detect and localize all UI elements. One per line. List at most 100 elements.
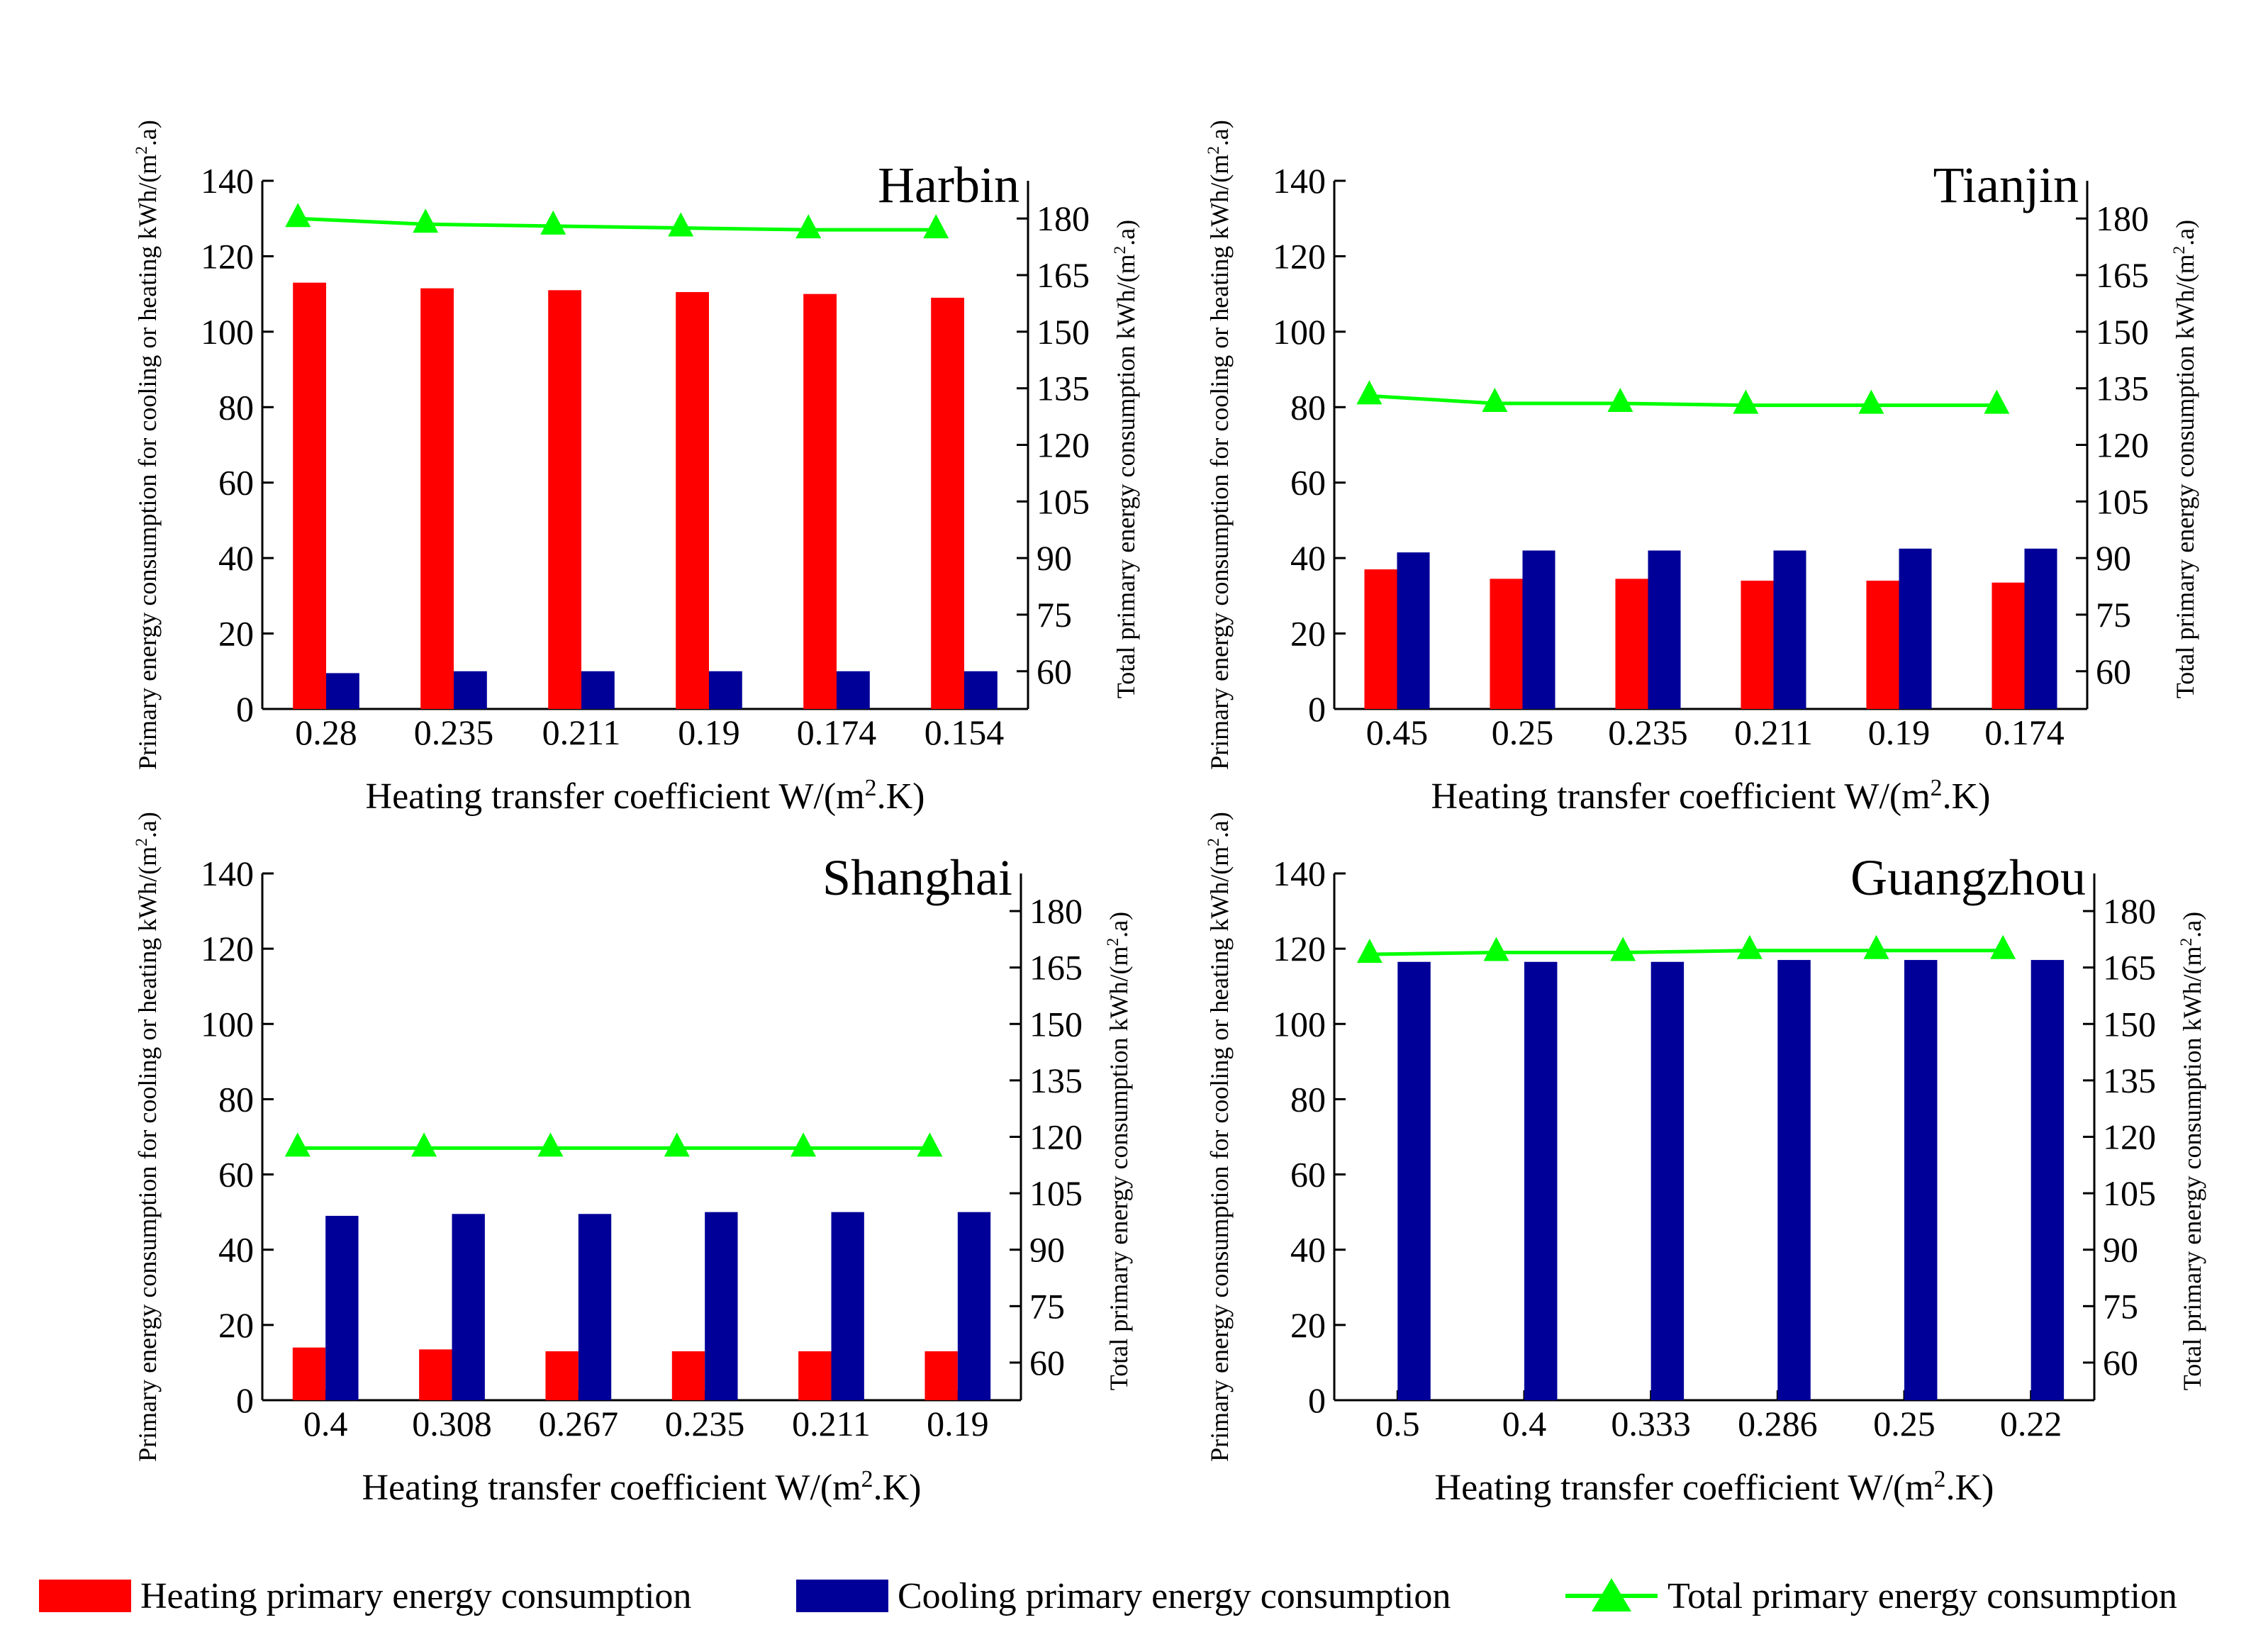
total-marker bbox=[664, 1132, 690, 1157]
y-tick-label: 120 bbox=[1273, 236, 1326, 276]
total-marker bbox=[413, 208, 439, 233]
heating-bar bbox=[671, 1351, 705, 1400]
total-marker bbox=[1733, 389, 1759, 414]
y-tick-label: 140 bbox=[201, 854, 254, 893]
y-tick-label: 60 bbox=[218, 463, 254, 503]
heating-bar bbox=[676, 291, 709, 709]
heating-bar bbox=[548, 290, 581, 710]
y2-tick-label: 105 bbox=[1029, 1173, 1083, 1213]
heating-bar bbox=[419, 1349, 452, 1400]
y-tick-label: 80 bbox=[218, 1079, 254, 1119]
x-tick-label: 0.45 bbox=[1366, 713, 1429, 752]
y-axis-label: Primary energy consumption for cooling o… bbox=[1205, 120, 1234, 770]
x-tick-label: 0.333 bbox=[1611, 1404, 1691, 1443]
y2-tick-label: 180 bbox=[2103, 891, 2156, 931]
y-axis-label: Primary energy consumption for cooling o… bbox=[133, 120, 162, 770]
y2-tick-label: 60 bbox=[2103, 1343, 2138, 1382]
total-marker bbox=[791, 1132, 817, 1157]
y-tick-label: 120 bbox=[1273, 929, 1326, 968]
total-line bbox=[1369, 393, 1997, 408]
y-axis-label: Primary energy consumption for cooling o… bbox=[1205, 812, 1234, 1462]
x-tick-label: 0.19 bbox=[678, 713, 740, 752]
total-marker bbox=[917, 1132, 943, 1157]
x-tick-label: 0.19 bbox=[927, 1404, 989, 1443]
cooling-bar bbox=[581, 671, 615, 709]
total-marker bbox=[1990, 934, 2016, 959]
y-tick-label: 100 bbox=[1273, 312, 1326, 352]
x-tick-label: 0.25 bbox=[1873, 1404, 1935, 1443]
chart-title: Shanghai bbox=[822, 849, 1012, 906]
y2-tick-label: 180 bbox=[1029, 891, 1083, 931]
total-marker bbox=[1736, 934, 1763, 959]
y2-tick-label: 135 bbox=[2096, 369, 2149, 408]
cooling-bar bbox=[452, 1214, 485, 1400]
total-line bbox=[1369, 949, 2004, 956]
cooling-bar bbox=[957, 1212, 991, 1400]
y-tick-label: 80 bbox=[1290, 1079, 1326, 1119]
heating-bar bbox=[1866, 581, 1899, 709]
y-tick-label: 140 bbox=[1273, 854, 1326, 893]
y2-tick-label: 75 bbox=[2096, 595, 2131, 635]
cooling-bar bbox=[325, 1215, 359, 1400]
y2-tick-label: 120 bbox=[2103, 1117, 2156, 1157]
x-tick-label: 0.22 bbox=[2000, 1404, 2062, 1443]
cooling-bar bbox=[1397, 552, 1430, 709]
cooling-bar bbox=[1524, 961, 1558, 1400]
y-axis-label: Primary energy consumption for cooling o… bbox=[133, 812, 162, 1462]
y2-tick-label: 150 bbox=[2096, 312, 2149, 352]
y-tick-label: 0 bbox=[1308, 689, 1326, 729]
y-tick-label: 20 bbox=[218, 614, 254, 654]
x-tick-label: 0.154 bbox=[924, 713, 1005, 752]
legend-total-marker bbox=[1592, 1578, 1631, 1611]
cooling-bar bbox=[578, 1214, 612, 1400]
y2-tick-label: 165 bbox=[2096, 255, 2149, 295]
heating-bar bbox=[1741, 581, 1774, 709]
cooling-bar bbox=[1397, 961, 1431, 1400]
y-tick-label: 120 bbox=[201, 236, 254, 276]
heating-bar bbox=[924, 1351, 958, 1400]
heating-bar bbox=[1992, 582, 2025, 709]
total-marker bbox=[540, 210, 566, 235]
heating-bar bbox=[1364, 569, 1397, 709]
x-axis-label: Heating transfer coefficient W/(m2.K) bbox=[366, 775, 925, 817]
heating-bar bbox=[1490, 579, 1523, 709]
heating-bar bbox=[293, 282, 326, 709]
y2-tick-label: 135 bbox=[2103, 1061, 2156, 1100]
chart-title: Harbin bbox=[878, 157, 1020, 213]
y-tick-label: 0 bbox=[1308, 1380, 1326, 1420]
cooling-bar bbox=[454, 671, 487, 709]
heating-bar bbox=[1615, 579, 1648, 709]
y2-tick-label: 90 bbox=[2103, 1230, 2138, 1270]
x-tick-label: 0.308 bbox=[412, 1404, 492, 1443]
x-tick-label: 0.5 bbox=[1375, 1404, 1420, 1443]
heating-bar bbox=[292, 1347, 326, 1400]
x-tick-label: 0.174 bbox=[797, 713, 877, 752]
y-tick-label: 20 bbox=[1290, 614, 1326, 654]
y2-tick-label: 165 bbox=[1029, 948, 1083, 988]
legend-cooling-label: Cooling primary energy consumption bbox=[898, 1576, 1451, 1616]
y2-tick-label: 75 bbox=[1037, 595, 1072, 635]
y2-tick-label: 105 bbox=[2096, 481, 2149, 521]
x-tick-label: 0.174 bbox=[1984, 713, 2065, 752]
x-tick-label: 0.235 bbox=[1608, 713, 1688, 752]
x-tick-label: 0.4 bbox=[303, 1404, 348, 1443]
x-tick-label: 0.235 bbox=[414, 713, 494, 752]
y2-tick-label: 60 bbox=[1029, 1343, 1065, 1382]
y2-tick-label: 150 bbox=[2103, 1004, 2156, 1044]
y2-tick-label: 90 bbox=[2096, 538, 2131, 578]
y2-tick-label: 105 bbox=[1037, 481, 1090, 521]
chart-tianjin: 0 20 40 60 80 100 120 140 60 75 90 105 120 135 150 165 1… bbox=[1205, 120, 2199, 817]
total-marker bbox=[537, 1132, 564, 1157]
total-marker bbox=[1863, 934, 1889, 959]
chart-shanghai: 0 20 40 60 80 100 120 140 60 75 90 105 120 135 150 165 1… bbox=[133, 812, 1133, 1508]
heating-bar bbox=[931, 297, 964, 709]
legend-heating-swatch bbox=[39, 1580, 131, 1612]
chart-harbin: 0 20 40 60 80 100 120 140 60 75 90 105 120 135 150 165 1… bbox=[133, 120, 1140, 817]
y-tick-label: 40 bbox=[1290, 538, 1326, 578]
legend-total-label: Total primary energy consumption bbox=[1668, 1576, 2177, 1616]
total-marker bbox=[923, 214, 949, 239]
total-marker bbox=[1858, 389, 1884, 414]
total-marker bbox=[1482, 387, 1508, 412]
heating-bar bbox=[545, 1351, 579, 1400]
